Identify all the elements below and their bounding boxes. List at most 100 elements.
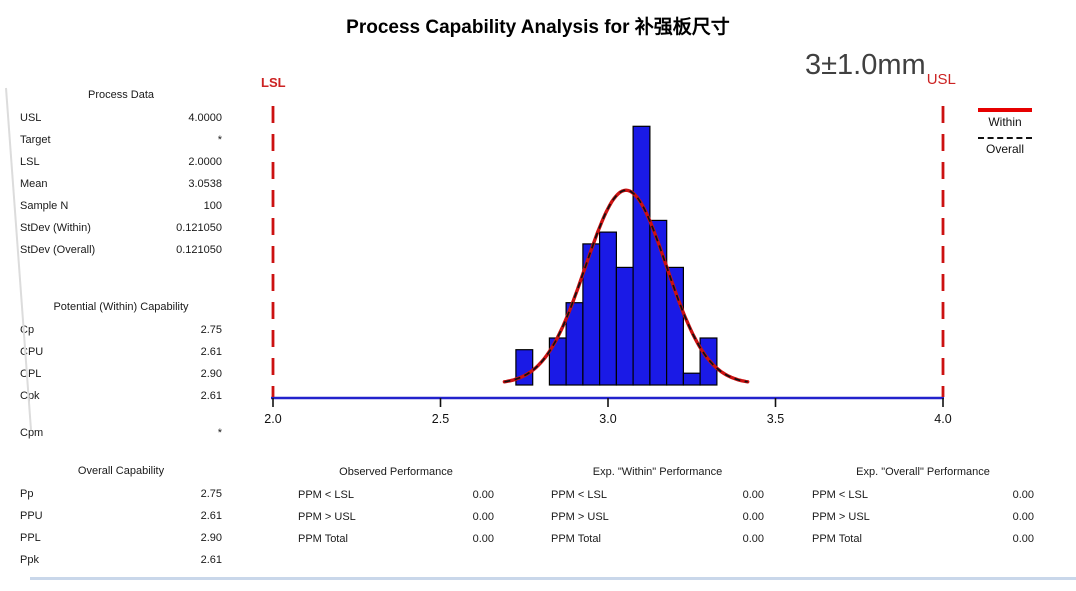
ppm-value: 0.00: [1012, 489, 1034, 501]
ppm-row: PPM > USL 0.00: [298, 506, 494, 528]
stat-value: *: [217, 427, 222, 439]
usl-label: USL: [926, 71, 956, 88]
ppm-label: PPM Total: [812, 533, 862, 545]
exp-overall-performance-table: Exp. "Overall" Performance PPM < LSL 0.0…: [812, 466, 1034, 550]
stat-value: 2.75: [200, 488, 222, 500]
ppm-row: PPM > USL 0.00: [551, 506, 764, 528]
exp-overall-performance-header: Exp. "Overall" Performance: [856, 466, 990, 478]
stat-value: 2.61: [200, 554, 222, 566]
stat-row: PPL 2.90: [20, 527, 222, 549]
stat-value: 3.0538: [188, 178, 222, 190]
overall-legend-label: Overall: [985, 142, 1024, 156]
histogram-bar: [598, 231, 617, 386]
stat-row: Ppk 2.61: [20, 549, 222, 571]
ppm-label: PPM < LSL: [551, 489, 607, 501]
stat-row: StDev (Overall) 0.121050: [20, 239, 222, 261]
stat-row: StDev (Within) 0.121050: [20, 217, 222, 239]
overall-capability-header: Overall Capability: [77, 465, 165, 477]
ppm-label: PPM < LSL: [298, 489, 354, 501]
ppm-row: PPM Total 0.00: [298, 528, 494, 550]
stat-label: LSL: [20, 156, 40, 168]
ppm-value: 0.00: [1012, 511, 1034, 523]
stat-value: 4.0000: [188, 112, 222, 124]
stat-row: Mean 3.0538: [20, 173, 222, 195]
ppm-label: PPM < LSL: [812, 489, 868, 501]
overall-capability-rows: Pp 2.75 PPU 2.61 PPL 2.90 Ppk 2.61: [20, 483, 222, 571]
stat-label: Ppk: [20, 554, 39, 566]
ppm-value: 0.00: [742, 511, 764, 523]
bottom-divider: [30, 577, 1076, 580]
stat-row: Sample N 100: [20, 195, 222, 217]
stat-value: 2.75: [200, 324, 222, 336]
stat-row: LSL 2.0000: [20, 151, 222, 173]
within-legend-label: Within: [988, 115, 1022, 129]
x-tick-label: 3.5: [767, 412, 784, 426]
stat-label: Pp: [20, 488, 34, 500]
exp-within-performance-table: Exp. "Within" Performance PPM < LSL 0.00…: [551, 466, 764, 550]
page-edge-decoration: [5, 87, 32, 431]
observed-performance-header: Observed Performance: [339, 466, 453, 478]
lsl-label: LSL: [261, 75, 286, 90]
stat-value: 2.90: [200, 368, 222, 380]
stat-value: 2.61: [200, 346, 222, 358]
stat-label: Cpk: [20, 390, 40, 402]
stat-value: 2.90: [200, 532, 222, 544]
stat-row: Pp 2.75: [20, 483, 222, 505]
within-capability-header: Potential (Within) Capability: [53, 301, 189, 313]
ppm-row: PPM Total 0.00: [551, 528, 764, 550]
stat-row: Cpk 2.61: [20, 385, 222, 407]
stat-label: StDev (Within): [20, 222, 91, 234]
stat-value: 2.61: [200, 390, 222, 402]
ppm-row: PPM < LSL 0.00: [551, 484, 764, 506]
stat-label: Cpm: [20, 427, 44, 439]
overall-line-swatch: [978, 137, 1032, 139]
ppm-label: PPM Total: [551, 533, 601, 545]
stat-value: 2.0000: [188, 156, 222, 168]
ppm-value: 0.00: [472, 489, 494, 501]
within-line-swatch: [978, 108, 1032, 112]
exp-within-performance-header: Exp. "Within" Performance: [592, 466, 723, 478]
page-title: Process Capability Analysis for 补强板尺寸: [346, 17, 730, 38]
stat-row: CPL 2.90: [20, 363, 222, 385]
stat-label: PPU: [20, 510, 43, 522]
x-tick-label: 2.5: [432, 412, 449, 426]
within-curve: [502, 188, 750, 384]
stat-label: Target: [20, 134, 51, 146]
stat-label: CPL: [20, 368, 42, 380]
stat-label: PPL: [20, 532, 41, 544]
x-tick-label: 3.0: [599, 412, 616, 426]
stat-label: USL: [20, 112, 42, 124]
spec-annotation-text: 3±1.0mm: [805, 49, 926, 81]
stat-row: Target *: [20, 129, 222, 151]
ppm-value: 0.00: [1012, 533, 1034, 545]
histogram-bar: [682, 372, 701, 386]
ppm-row: PPM > USL 0.00: [812, 506, 1034, 528]
ppm-label: PPM Total: [298, 533, 348, 545]
ppm-label: PPM > USL: [812, 511, 870, 523]
stat-row: Cpm *: [20, 422, 222, 444]
stat-label: StDev (Overall): [20, 244, 96, 256]
ppm-row: PPM < LSL 0.00: [298, 484, 494, 506]
stat-value: 0.121050: [176, 222, 222, 234]
ppm-label: PPM > USL: [298, 511, 356, 523]
stat-label: Mean: [20, 178, 48, 190]
process-data-header: Process Data: [87, 89, 155, 101]
ppm-row: PPM < LSL 0.00: [812, 484, 1034, 506]
overall-capability-panel: Overall Capability Pp 2.75 PPU 2.61 PPL …: [20, 465, 222, 571]
x-tick-label: 4.0: [934, 412, 951, 426]
stat-value: 100: [203, 200, 222, 212]
stat-label: Sample N: [20, 200, 69, 212]
ppm-row: PPM Total 0.00: [812, 528, 1034, 550]
process-data-panel: Process Data USL 4.0000 Target * LSL 2.0…: [20, 89, 222, 261]
chart-legend: Within Overall: [976, 108, 1034, 164]
stat-row: USL 4.0000: [20, 107, 222, 129]
observed-performance-rows: PPM < LSL 0.00 PPM > USL 0.00 PPM Total …: [298, 484, 494, 550]
ppm-value: 0.00: [472, 511, 494, 523]
histogram-bar: [665, 266, 684, 386]
spec-annotation: 3±1.0mmUSL: [805, 49, 956, 88]
stat-value: 2.61: [200, 510, 222, 522]
stat-row: PPU 2.61: [20, 505, 222, 527]
histogram-bar: [632, 125, 651, 386]
